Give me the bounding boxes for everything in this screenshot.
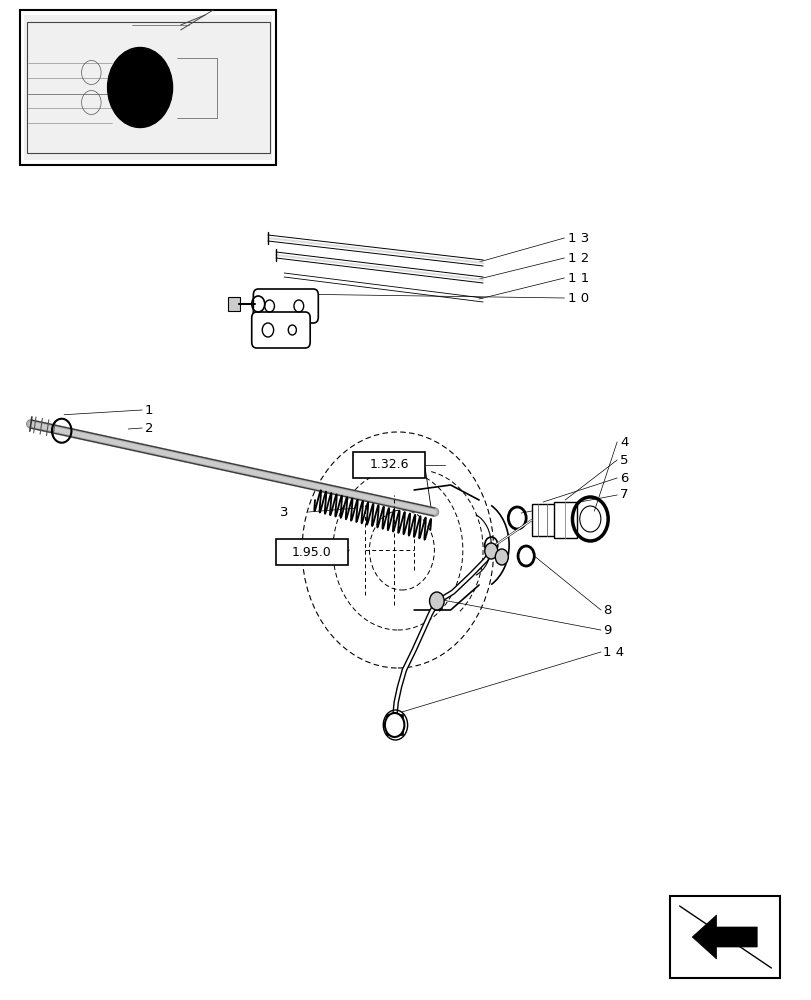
Text: 6: 6 [620,472,628,485]
FancyBboxPatch shape [20,10,276,165]
Text: 1 3: 1 3 [567,232,588,244]
Text: 5: 5 [620,454,628,466]
Text: 3: 3 [280,506,288,518]
FancyBboxPatch shape [553,502,576,538]
Text: 1 4: 1 4 [603,646,624,658]
FancyBboxPatch shape [228,297,239,311]
Text: 1 2: 1 2 [567,251,588,264]
Text: 4: 4 [620,436,628,448]
Circle shape [429,592,444,610]
FancyBboxPatch shape [386,715,402,735]
Circle shape [384,713,404,737]
Circle shape [107,47,172,127]
Text: 1: 1 [144,403,152,416]
FancyBboxPatch shape [531,504,554,536]
FancyBboxPatch shape [276,539,347,565]
FancyBboxPatch shape [253,289,318,323]
FancyBboxPatch shape [353,452,424,478]
Text: 1.32.6: 1.32.6 [369,458,408,472]
Text: 9: 9 [603,624,611,637]
Polygon shape [691,915,756,959]
Text: 1 1: 1 1 [567,271,588,284]
Text: 7: 7 [620,488,628,502]
FancyBboxPatch shape [251,312,310,348]
Circle shape [484,543,497,559]
FancyBboxPatch shape [24,15,272,160]
Text: 8: 8 [603,603,611,616]
Circle shape [495,549,508,565]
Text: 1.95.0: 1.95.0 [292,546,331,558]
Text: 2: 2 [144,422,152,434]
Text: 1 0: 1 0 [567,292,588,304]
FancyBboxPatch shape [669,896,779,978]
